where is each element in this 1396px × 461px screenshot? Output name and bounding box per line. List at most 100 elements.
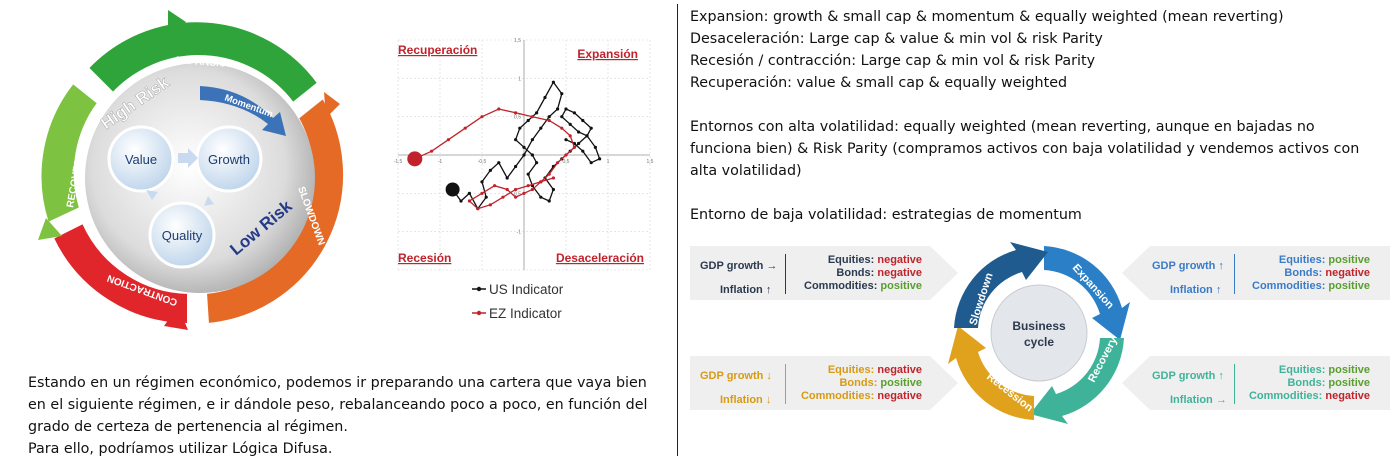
regime-strategies-text: Expansion: growth & small cap & momentum… xyxy=(690,6,1390,226)
quadrant-recuperacion: Recuperación xyxy=(398,43,477,57)
growth-label: Growth xyxy=(208,152,250,167)
us-indicator-point xyxy=(488,168,492,172)
us-indicator-point xyxy=(497,161,501,165)
x-tick-label: 1,5 xyxy=(647,159,654,165)
slowdown-arc xyxy=(954,242,1048,328)
contraction-segment xyxy=(51,221,189,326)
x-tick-label: -0,5 xyxy=(478,159,487,165)
us-indicator-point xyxy=(526,118,530,123)
quadrant-desaceleracion: Desaceleración xyxy=(556,251,644,265)
inflation-label: Inflation ↑ xyxy=(1170,284,1222,296)
us-indicator-point xyxy=(522,145,526,149)
us-indicator-point xyxy=(543,95,547,100)
gdp-growth-label: GDP growth ↑ xyxy=(1152,370,1224,382)
ez-indicator-point xyxy=(514,111,518,115)
us-indicator-point xyxy=(530,138,534,142)
commodities-row: Commodities: negative xyxy=(1248,390,1370,402)
ez-indicator-point xyxy=(547,118,551,123)
indicator-chart: 1,5 1 0,5 -0,5 -1 -1,5 -1 -0,5 0,5 1 1,5 Recuperac… xyxy=(394,38,654,321)
quality-to-value-arrow xyxy=(146,190,158,200)
business-cycle-diagram: GDP growth → Inflation ↑ Equities: negat… xyxy=(690,238,1390,434)
inflation-label: Inflation → xyxy=(1170,394,1227,406)
us-indicator-point xyxy=(505,176,509,180)
us-indicator-point xyxy=(535,161,539,165)
box-separator xyxy=(785,364,786,404)
y-tick-label: 1,5 xyxy=(514,38,521,44)
momentum-arrow xyxy=(200,86,286,136)
us-indicator-point xyxy=(585,134,589,138)
ez-indicator-point xyxy=(526,184,530,188)
ez-indicator-point xyxy=(547,172,551,176)
label-expansion: EXPANSION xyxy=(175,55,234,70)
us-indicator-point xyxy=(539,126,543,130)
ez-indicator-point xyxy=(568,134,572,138)
ez-indicator-point xyxy=(480,191,484,195)
recovery-segment xyxy=(39,81,100,225)
recovery-arc xyxy=(1030,338,1124,424)
inflation-label: Inflation ↑ xyxy=(720,284,772,296)
regime-expansion: Expansion: growth & small cap & momentum… xyxy=(690,9,1284,25)
box-separator xyxy=(785,254,786,294)
vertical-divider xyxy=(677,4,678,456)
ez-indicator-point xyxy=(476,207,480,211)
us-indicator-point xyxy=(577,130,581,134)
ez-indicator-point xyxy=(551,176,555,180)
us-indicator-point xyxy=(547,115,551,119)
ez-indicator-start-marker xyxy=(407,151,423,167)
us-indicator-point xyxy=(467,191,471,195)
ez-indicator-point xyxy=(493,184,497,188)
center-label: cycle xyxy=(1024,335,1054,349)
expansion-segment xyxy=(86,20,320,105)
us-indicator-point xyxy=(564,107,568,111)
high-volatility-line: Entornos con alta volatilidad: equally w… xyxy=(690,119,1315,135)
us-indicator-point xyxy=(598,157,602,161)
us-indicator-point xyxy=(560,115,564,119)
economic-cycle-wheel: EXPANSION SLOWDOWN CONTRACTION RECOVERY … xyxy=(38,10,346,330)
equities-row: Equities: positive xyxy=(1278,254,1370,266)
ez-indicator-point xyxy=(514,187,518,192)
chart-legend: US Indicator EZ Indicator xyxy=(472,282,564,321)
us-indicator-point xyxy=(459,199,463,203)
us-indicator-point xyxy=(577,141,581,146)
us-indicator-point xyxy=(551,80,555,84)
us-indicator-point xyxy=(551,187,555,192)
commodities-row: Commodities: positive xyxy=(804,280,922,292)
growth-to-quality-arrow xyxy=(204,196,214,206)
quality-label: Quality xyxy=(162,228,203,243)
expansion-box: GDP growth ↑ Inflation ↑ Equities: posit… xyxy=(1122,246,1390,300)
ez-indicator-point xyxy=(556,161,560,165)
us-indicator-point xyxy=(484,195,488,199)
us-indicator-point xyxy=(535,111,539,115)
low-volatility-line: Entorno de baja volatilidad: estrategias… xyxy=(690,207,1082,223)
gdp-growth-label: GDP growth → xyxy=(700,260,778,272)
x-tick-label: 0,5 xyxy=(563,159,570,165)
slowdown-box: GDP growth → Inflation ↑ Equities: negat… xyxy=(690,246,958,300)
us-indicator-point xyxy=(539,195,543,199)
bonds-row: Bonds: negative xyxy=(1284,267,1370,279)
us-indicator-line xyxy=(452,80,601,210)
quadrant-recesion: Recesión xyxy=(398,251,451,265)
ez-indicator-point xyxy=(522,191,526,195)
ez-indicator-point xyxy=(514,195,518,199)
regime-recuperacion: Recuperación: value & small cap & equall… xyxy=(690,75,1068,91)
quadrant-expansion: Expansión xyxy=(577,47,638,61)
ez-indicator-line xyxy=(414,108,576,210)
ez-indicator-point xyxy=(539,180,543,184)
ez-indicator-point xyxy=(480,115,484,119)
gdp-growth-label: GDP growth ↓ xyxy=(700,370,772,382)
expansion-arc xyxy=(1044,246,1130,340)
business-cycle-center xyxy=(990,284,1088,382)
paragraph-line: grado de certeza de pertenencia al régim… xyxy=(28,419,348,435)
inflation-label: Inflation ↓ xyxy=(720,394,772,406)
high-volatility-line: alta volatilidad) xyxy=(690,163,802,179)
business-cycle-ring: Business cycle Expansion Recovery Recess… xyxy=(948,242,1130,424)
regime-desaceleracion: Desaceleración: Large cap & value & min … xyxy=(690,31,1103,47)
x-tick-label: -1 xyxy=(438,159,443,165)
ez-indicator-point xyxy=(467,199,471,203)
paragraph-line: Estando en un régimen económico, podemos… xyxy=(28,375,647,391)
bonds-row: Bonds: positive xyxy=(1287,377,1370,389)
paragraph-line: en el siguiente régimen, e ir dándole pe… xyxy=(28,397,648,413)
us-indicator-point xyxy=(556,107,560,111)
ez-indicator-point xyxy=(430,149,434,153)
us-indicator-point xyxy=(589,161,593,165)
